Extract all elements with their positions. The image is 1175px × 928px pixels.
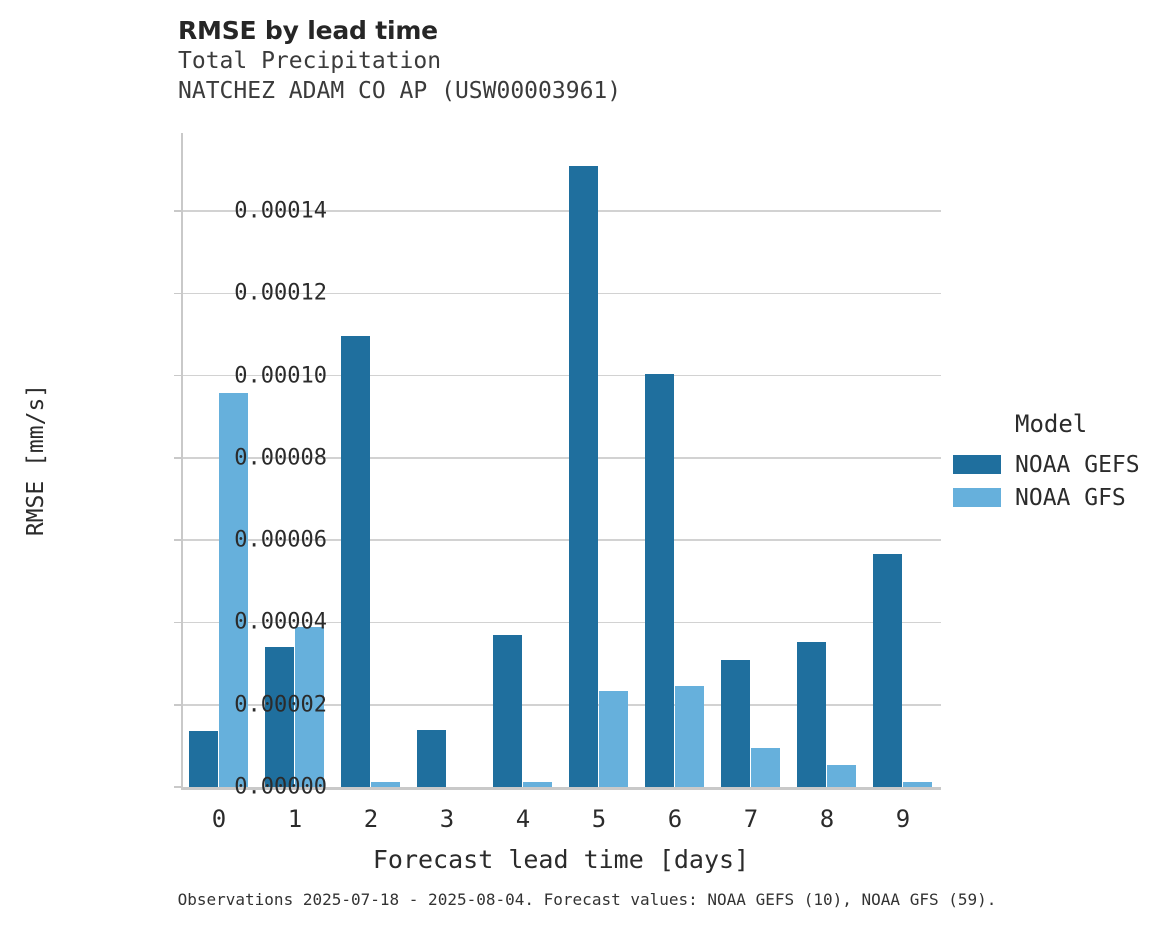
y-axis-tick-label: 0.00000 — [234, 774, 327, 800]
bar-noaa-gfs-lead-5[interactable] — [599, 690, 629, 787]
y-axis-line — [181, 133, 183, 787]
y-axis-tick-label: 0.00006 — [234, 527, 327, 553]
bar-noaa-gfs-lead-8[interactable] — [827, 764, 857, 787]
bar-noaa-gefs-lead-8[interactable] — [796, 642, 826, 787]
gridline — [183, 703, 941, 706]
x-axis-tick-label: 2 — [363, 805, 379, 833]
y-axis-tick — [174, 457, 181, 459]
legend-swatch-icon — [953, 455, 1001, 474]
bar-noaa-gefs-lead-6[interactable] — [644, 374, 674, 787]
bar-noaa-gefs-lead-7[interactable] — [720, 659, 750, 787]
plot-wrapper: 0.00000 0.00002 0.00004 0.00006 0.00008 0.000… — [23, 133, 941, 874]
bar-noaa-gefs-lead-2[interactable] — [340, 336, 370, 787]
x-axis-tick-label: 4 — [515, 805, 531, 833]
y-axis-tick-labels: 0.00000 0.00002 0.00004 0.00006 0.00008 0.000… — [167, 133, 327, 800]
chart-subtitle: Total Precipitation — [178, 48, 442, 74]
x-axis-tick-label: 8 — [819, 805, 835, 833]
x-axis-tick-label: 9 — [895, 805, 911, 833]
x-axis-tick-label: 5 — [591, 805, 607, 833]
y-axis-tick — [174, 703, 181, 706]
legend-title: Model — [1015, 410, 1088, 438]
legend-item-noaa-gefs[interactable]: NOAA GEFS — [953, 448, 1175, 481]
bar-noaa-gfs-lead-9[interactable] — [903, 782, 933, 787]
legend-item-label: NOAA GEFS — [1015, 451, 1140, 478]
title-block: RMSE by lead time Total Precipitation NA… — [178, 16, 938, 106]
legend-swatch-icon — [953, 488, 1001, 507]
x-axis-tick-label: 6 — [667, 805, 683, 833]
plot-area — [174, 133, 941, 790]
y-axis-tick — [174, 210, 181, 212]
gridline — [183, 621, 941, 624]
bar-noaa-gfs-lead-7[interactable] — [751, 748, 781, 787]
gridline — [183, 210, 941, 212]
bar-noaa-gfs-lead-2[interactable] — [371, 782, 401, 787]
x-axis-tick-label: 7 — [743, 805, 759, 833]
y-axis-tick-label: 0.00004 — [234, 609, 327, 635]
bar-noaa-gfs-lead-1[interactable] — [295, 627, 325, 787]
gridline — [183, 539, 941, 541]
y-axis-title: RMSE [mm/s] — [23, 383, 49, 537]
y-axis-tick — [174, 374, 181, 377]
y-axis-tick-label: 0.00010 — [234, 363, 327, 389]
x-axis-tick-label: 0 — [211, 805, 227, 833]
legend-item-noaa-gfs[interactable]: NOAA GFS — [953, 481, 1175, 514]
page-title: RMSE by lead time — [178, 16, 438, 45]
legend: Model NOAA GEFS NOAA GFS — [953, 410, 1175, 514]
gridline — [183, 457, 941, 459]
bar-noaa-gfs-lead-6[interactable] — [675, 686, 705, 787]
gridline — [183, 374, 941, 377]
x-axis-tick-label: 3 — [439, 805, 455, 833]
y-axis-tick — [174, 621, 181, 624]
bar-noaa-gefs-lead-0[interactable] — [188, 731, 218, 787]
gridline — [183, 292, 941, 295]
y-axis-tick — [174, 292, 181, 295]
x-axis-line — [181, 787, 941, 790]
bar-noaa-gefs-lead-4[interactable] — [492, 634, 522, 787]
y-axis-tick-label: 0.00012 — [234, 280, 327, 306]
chart-footnote: Observations 2025-07-18 - 2025-08-04. Fo… — [177, 890, 997, 909]
y-axis-tick-label: 0.00002 — [234, 692, 327, 718]
x-axis-tick-label: 1 — [287, 805, 303, 833]
y-axis-tick-label: 0.00008 — [234, 445, 327, 471]
y-axis-tick — [174, 539, 181, 541]
x-axis-title: Forecast lead time [days] — [372, 845, 750, 874]
bar-noaa-gefs-lead-1[interactable] — [264, 646, 294, 787]
bar-noaa-gefs-lead-3[interactable] — [416, 729, 446, 787]
legend-items: NOAA GEFS NOAA GFS — [953, 448, 1175, 514]
legend-item-label: NOAA GFS — [1015, 484, 1126, 511]
y-axis-tick-label: 0.00014 — [234, 198, 327, 224]
chart-station-label: NATCHEZ ADAM CO AP (USW00003961) — [178, 78, 622, 104]
bar-noaa-gefs-lead-9[interactable] — [872, 553, 902, 787]
bar-noaa-gefs-lead-5[interactable] — [568, 165, 598, 787]
bar-noaa-gfs-lead-4[interactable] — [523, 782, 553, 787]
y-axis-tick — [174, 786, 181, 788]
bar-noaa-gfs-lead-0[interactable] — [219, 393, 249, 787]
